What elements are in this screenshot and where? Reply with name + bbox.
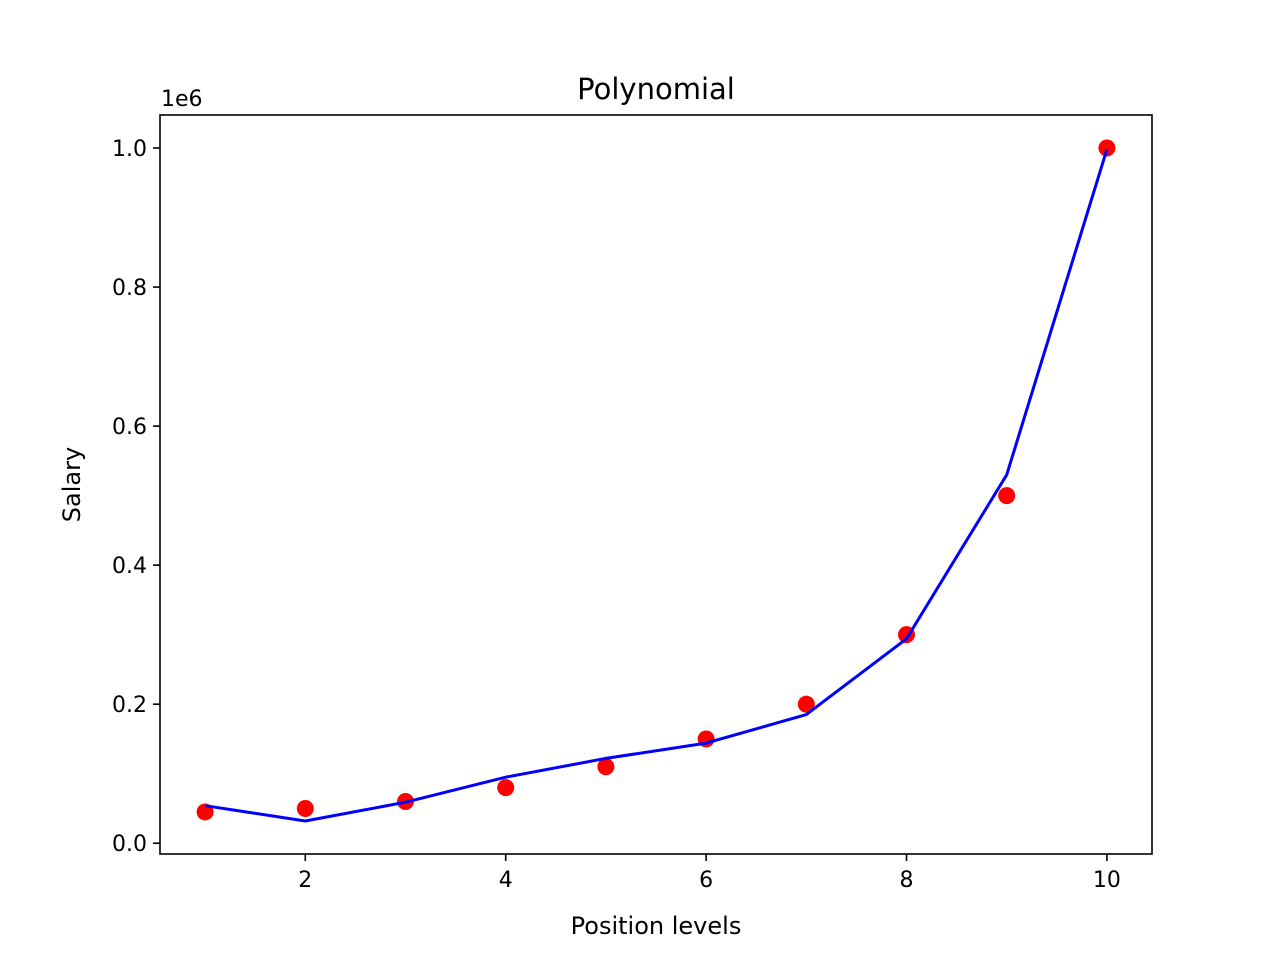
y-axis-label: Salary — [58, 447, 86, 522]
x-axis-ticks: 2 4 6 8 10 — [298, 854, 1121, 893]
scatter-point — [597, 758, 615, 776]
x-tick-label: 2 — [298, 868, 312, 893]
scatter-point — [296, 799, 314, 817]
x-tick-label: 6 — [699, 868, 713, 893]
y-axis-offset-label: 1e6 — [161, 87, 203, 112]
x-axis-label: Position levels — [571, 912, 742, 940]
fit-line — [204, 148, 1109, 823]
y-tick-label: 0.0 — [112, 832, 147, 857]
scatter-point — [1098, 139, 1116, 157]
scatter-point — [497, 779, 515, 797]
y-tick-label: 1.0 — [112, 137, 147, 162]
axes-frame — [159, 114, 1153, 855]
y-axis-ticks: 0.0 0.2 0.4 0.6 0.8 1.0 — [112, 137, 160, 857]
y-tick-label: 0.2 — [112, 693, 147, 718]
y-tick-label: 0.4 — [112, 554, 147, 579]
scatter-point — [998, 487, 1016, 505]
y-tick-label: 0.8 — [112, 276, 147, 301]
x-tick-label: 10 — [1093, 868, 1121, 893]
y-tick-label: 0.6 — [112, 415, 147, 440]
series-layer — [196, 139, 1116, 823]
chart-title: Polynomial — [577, 72, 735, 106]
scatter-point — [797, 695, 815, 713]
x-tick-label: 4 — [499, 868, 513, 893]
x-tick-label: 8 — [900, 868, 914, 893]
